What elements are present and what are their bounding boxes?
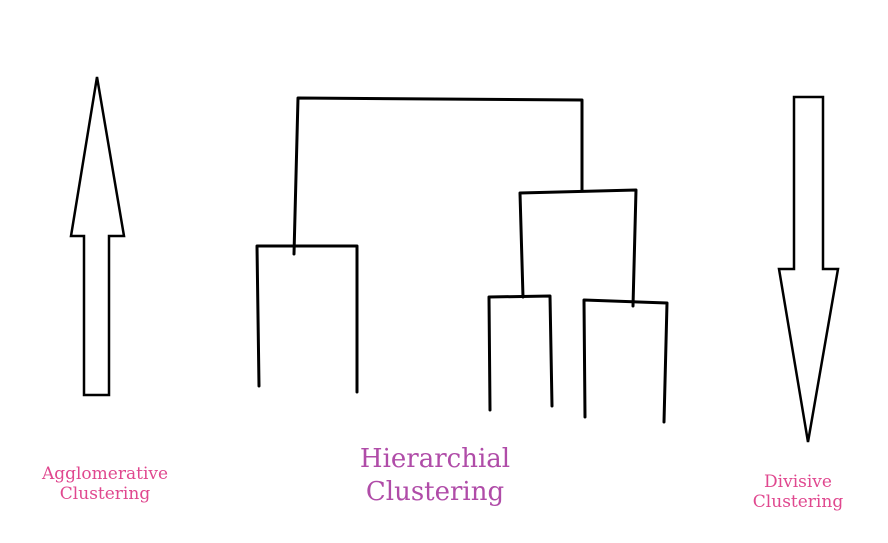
agglomerative-caption: Agglomerative Clustering bbox=[20, 464, 190, 505]
divisive-caption-line2: Clustering bbox=[752, 492, 844, 513]
dendrogram-right-pair-a bbox=[487, 294, 554, 412]
agglomerative-caption-line1: Agglomerative bbox=[41, 464, 169, 484]
dendrogram-right-pair-b bbox=[582, 298, 669, 424]
dendrogram-left-cluster bbox=[255, 244, 359, 394]
dendrogram-root-link bbox=[292, 96, 584, 256]
hierarchical-caption-line1: Hierarchial bbox=[359, 444, 511, 474]
down-arrow-icon bbox=[777, 95, 840, 443]
up-arrow-icon bbox=[69, 76, 126, 397]
hierarchical-caption: Hierarchial Clustering bbox=[325, 443, 545, 508]
hierarchical-caption-line2: Clustering bbox=[365, 476, 505, 507]
agglomerative-caption-line2: Clustering bbox=[59, 484, 151, 505]
dendrogram-right-link bbox=[518, 188, 638, 308]
divisive-caption-line1: Divisive bbox=[764, 472, 832, 492]
divisive-caption: Divisive Clustering bbox=[728, 472, 868, 513]
dendrogram bbox=[255, 96, 669, 424]
